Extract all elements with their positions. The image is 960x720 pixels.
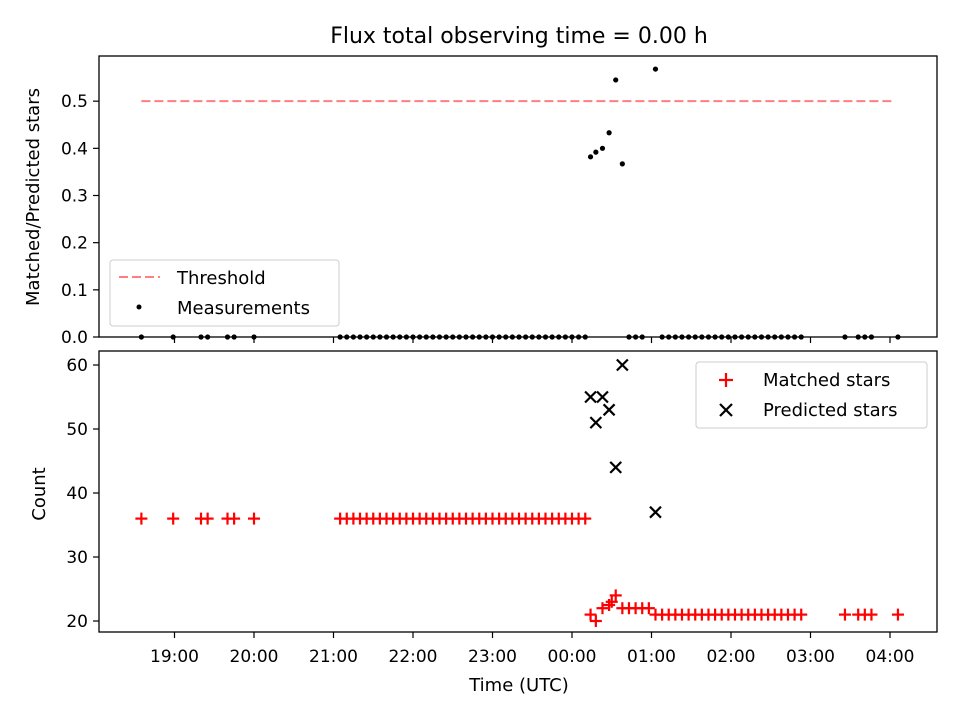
top-y-tick-label: 0.2: [61, 234, 88, 254]
bottom-y-tick-label: 40: [66, 484, 88, 504]
top-y-tick-label: 0.3: [61, 187, 88, 207]
top-y-tick-label: 0.4: [61, 139, 88, 159]
measurement-point: [613, 77, 619, 83]
bottom-x-tick-label: 20:00: [230, 647, 279, 667]
bottom-x-tick-label: 19:00: [150, 647, 199, 667]
legend-matched-label: Matched stars: [763, 370, 890, 391]
legend-predicted-label: Predicted stars: [763, 400, 897, 421]
matched-star-point: [891, 608, 904, 621]
bottom-legend-box: [695, 361, 928, 429]
matched-star-point: [865, 608, 878, 621]
predicted-star-point: [584, 390, 597, 404]
matched-star-point: [642, 602, 655, 615]
legend-threshold-label: Threshold: [176, 268, 266, 289]
bottom-x-tick-label: 04:00: [866, 647, 915, 667]
top-y-tick-label: 0.1: [61, 281, 88, 301]
bottom-y-ticks: 20 30 40 50 60: [66, 356, 99, 632]
bottom-x-tick-label: 22:00: [389, 647, 438, 667]
bottom-x-tick-label: 21:00: [309, 647, 358, 667]
matched-star-point: [579, 512, 592, 525]
bottom-x-tick-label: 03:00: [786, 647, 835, 667]
top-legend-box: [109, 259, 340, 327]
legend-measurements-label: Measurements: [177, 298, 310, 319]
bottom-x-axis-label: Time (UTC): [468, 675, 569, 696]
predicted-star-point: [649, 505, 662, 519]
bottom-x-tick-label: 00:00: [548, 647, 597, 667]
matched-star-point: [795, 608, 808, 621]
bottom-star-points: [135, 358, 904, 627]
predicted-star-point: [589, 416, 603, 429]
predicted-star-point: [596, 390, 609, 404]
matched-star-point: [201, 512, 214, 525]
matched-star-point: [228, 512, 241, 525]
measurement-point: [593, 149, 599, 155]
bottom-legend: Matched stars Predicted stars: [695, 361, 928, 429]
top-y-tick-label: 0.5: [61, 92, 88, 112]
bottom-y-tick-label: 60: [66, 356, 88, 376]
top-y-axis-label: Matched/Predicted stars: [23, 88, 44, 306]
predicted-star-point: [602, 403, 616, 417]
matched-star-point: [838, 608, 851, 621]
measurement-point: [619, 161, 625, 167]
top-y-ticks: 0.0 0.1 0.2 0.3 0.4 0.5: [61, 92, 99, 348]
matched-star-point: [609, 589, 622, 602]
matched-star-point: [248, 512, 260, 525]
predicted-star-point: [616, 358, 629, 372]
matched-star-point: [605, 595, 618, 608]
bottom-x-tick-label: 02:00: [707, 647, 756, 667]
predicted-star-point: [609, 461, 623, 474]
measurement-point: [652, 66, 659, 72]
bottom-plot-frame: [98, 350, 938, 633]
bottom-x-tick-label: 23:00: [468, 647, 517, 667]
legend-measurements-swatch: [136, 304, 142, 310]
bottom-x-ticks: 19:00 20:00 21:00 22:00 23:00 00:00 01:00 02:00…: [150, 632, 915, 667]
bottom-y-axis-label: Count: [29, 467, 50, 520]
top-x-ticks: [173, 337, 891, 343]
measurement-point: [587, 154, 594, 160]
measurement-point: [599, 145, 606, 151]
legend-matched-swatch: [719, 373, 733, 387]
legend-predicted-swatch: [719, 403, 733, 417]
matched-star-point: [596, 602, 609, 615]
top-legend: Threshold Measurements: [109, 259, 340, 327]
bottom-x-tick-label: 01:00: [627, 647, 676, 667]
top-plot-frame: [98, 55, 938, 338]
matched-star-point: [135, 512, 148, 525]
bottom-y-tick-label: 30: [66, 548, 88, 568]
top-panel: Flux total observing time = 0.00 h Match…: [23, 24, 938, 348]
top-chart-title: Flux total observing time = 0.00 h: [330, 24, 708, 49]
top-y-tick-label: 0.0: [61, 328, 88, 348]
bottom-panel: Count Time (UTC) 20 30 40 50 60 19:00 20:00 21…: [29, 350, 938, 696]
matched-star-point: [167, 512, 180, 525]
measurement-point: [606, 130, 612, 136]
bottom-y-tick-label: 20: [66, 612, 88, 632]
bottom-y-tick-label: 50: [66, 420, 88, 440]
matched-star-point: [584, 608, 597, 621]
matched-star-point: [589, 615, 602, 627]
